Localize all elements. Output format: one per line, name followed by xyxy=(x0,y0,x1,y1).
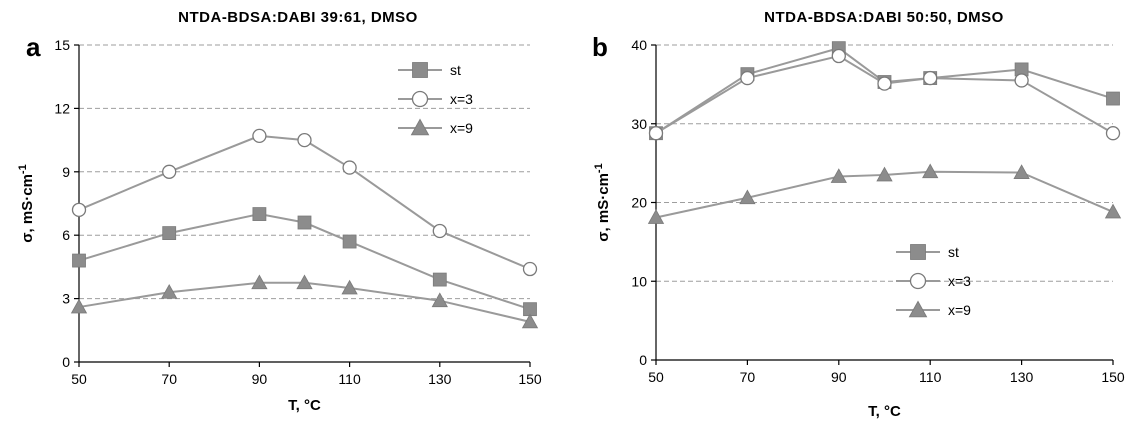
data-point-a-1-4 xyxy=(342,160,357,175)
grid-a xyxy=(79,44,530,300)
data-point-b-1-3 xyxy=(877,76,892,91)
data-point-a-2-4 xyxy=(341,279,358,295)
data-point-b-2-0 xyxy=(647,209,665,224)
x-tick-label-a-5: 150 xyxy=(518,371,542,387)
grid-b xyxy=(656,44,1113,282)
data-point-a-2-5 xyxy=(431,292,448,308)
data-point-b-2-4 xyxy=(922,163,939,179)
y-ticks-b: 0 10 20 30 40 xyxy=(631,37,656,368)
data-point-b-1-0 xyxy=(648,126,664,141)
data-point-b-2-3 xyxy=(876,166,893,182)
x-tick-label-b-5: 150 xyxy=(1101,369,1125,385)
data-point-a-0-3 xyxy=(297,215,312,230)
legend-marker-b-1 xyxy=(909,272,927,290)
data-point-a-0-4 xyxy=(342,234,357,249)
chart-title-b: NTDA-BDSA:DABI 50:50, DMSO xyxy=(764,9,1004,26)
x-tick-label-a-3: 110 xyxy=(338,371,361,387)
series-group-a xyxy=(70,128,539,329)
data-point-a-2-3 xyxy=(296,274,313,290)
y-tick-label-a-1: 3 xyxy=(62,291,70,307)
x-tick-label-a-4: 130 xyxy=(428,371,452,387)
y-tick-label-a-5: 15 xyxy=(54,37,70,53)
legend-a: st x=3 x=9 xyxy=(398,62,473,136)
y-tick-label-a-3: 9 xyxy=(62,164,70,180)
data-point-a-1-5 xyxy=(432,223,447,239)
legend-label-b-2: x=9 xyxy=(948,302,971,318)
data-point-a-0-0 xyxy=(72,253,86,268)
x-tick-label-b-4: 130 xyxy=(1010,369,1034,385)
legend-marker-a-1 xyxy=(411,90,429,108)
legend-label-a-1: x=3 xyxy=(450,91,473,107)
x-tick-label-a-0: 50 xyxy=(71,371,87,387)
data-point-a-1-2 xyxy=(252,128,267,144)
data-point-a-2-1 xyxy=(161,283,178,299)
chart-panel-a: a NTDA-BDSA:DABI 39:61, DMSO 0 3 6 9 12 15 50… xyxy=(17,9,542,414)
data-point-a-1-1 xyxy=(162,164,177,179)
legend-marker-a-0 xyxy=(412,62,428,78)
y-tick-label-a-2: 6 xyxy=(62,227,70,243)
x-tick-label-a-1: 70 xyxy=(161,371,177,387)
panel-label-a: a xyxy=(26,32,41,62)
y-tick-label-b-2: 20 xyxy=(631,195,647,211)
legend-marker-a-2 xyxy=(410,118,430,136)
data-point-a-0-5 xyxy=(432,272,447,287)
x-axis-label-a: T, °C xyxy=(288,397,321,414)
x-tick-label-b-3: 110 xyxy=(919,369,942,385)
panel-label-b: b xyxy=(592,32,608,62)
y-axis-label-sup-a: -1 xyxy=(17,164,29,174)
data-point-b-0-6 xyxy=(1106,91,1120,106)
legend-marker-b-0 xyxy=(910,244,926,260)
y-tick-label-b-1: 10 xyxy=(631,273,647,289)
y-axis-label-text-b: σ, mS·cm xyxy=(595,173,612,242)
x-axis-label-b: T, °C xyxy=(868,403,901,420)
y-axis-label-text-a: σ, mS·cm xyxy=(19,174,36,243)
legend-label-a-2: x=9 xyxy=(450,120,473,136)
data-point-b-1-2 xyxy=(831,48,846,64)
data-point-b-2-1 xyxy=(739,189,756,205)
series-line-b-1 xyxy=(655,54,1114,135)
data-point-b-1-1 xyxy=(740,70,755,86)
data-point-a-1-6 xyxy=(522,261,538,277)
y-axis-label-b: σ, mS·cm-1 xyxy=(593,163,612,241)
x-tick-label-b-0: 50 xyxy=(648,369,664,385)
legend-label-b-0: st xyxy=(948,244,959,260)
chart-title-a: NTDA-BDSA:DABI 39:61, DMSO xyxy=(178,9,418,26)
y-tick-label-b-3: 30 xyxy=(631,116,647,132)
data-point-a-0-2 xyxy=(252,207,267,221)
y-tick-label-b-4: 40 xyxy=(631,37,647,53)
data-point-a-1-3 xyxy=(297,132,312,148)
data-point-a-1-0 xyxy=(71,202,87,217)
legend-b: st x=3 x=9 xyxy=(896,244,971,318)
data-point-a-0-1 xyxy=(162,226,177,240)
x-tick-label-b-2: 90 xyxy=(831,369,847,385)
series-line-a-1 xyxy=(78,134,531,270)
data-point-b-1-6 xyxy=(1105,126,1121,141)
series-group-b xyxy=(647,41,1122,224)
y-tick-label-a-4: 12 xyxy=(54,100,70,116)
y-tick-label-a-0: 0 xyxy=(62,354,70,370)
x-tick-label-b-1: 70 xyxy=(740,369,756,385)
data-point-a-2-2 xyxy=(251,274,268,290)
x-ticks-a: 50 70 90 110 130 150 xyxy=(71,362,542,387)
data-point-b-2-6 xyxy=(1104,203,1122,219)
data-point-b-2-2 xyxy=(830,168,847,183)
legend-label-b-1: x=3 xyxy=(948,273,971,289)
data-point-b-1-4 xyxy=(923,70,938,86)
chart-panel-b: b NTDA-BDSA:DABI 50:50, DMSO 0 10 20 30 40 5… xyxy=(592,9,1125,420)
legend-label-a-0: st xyxy=(450,62,461,78)
y-axis-label-a: σ, mS·cm-1 xyxy=(17,164,36,242)
data-point-a-2-0 xyxy=(70,298,88,314)
data-point-a-2-6 xyxy=(521,313,539,329)
y-ticks-a: 0 3 6 9 12 15 xyxy=(54,37,79,370)
x-tick-label-a-2: 90 xyxy=(252,371,268,387)
legend-marker-b-2 xyxy=(908,300,928,318)
y-axis-label-sup-b: -1 xyxy=(593,163,605,173)
data-point-b-2-5 xyxy=(1013,164,1030,179)
y-tick-label-b-0: 0 xyxy=(639,352,647,368)
x-ticks-b: 50 70 90 110 130 150 xyxy=(648,360,1125,385)
data-point-b-1-5 xyxy=(1014,73,1029,88)
